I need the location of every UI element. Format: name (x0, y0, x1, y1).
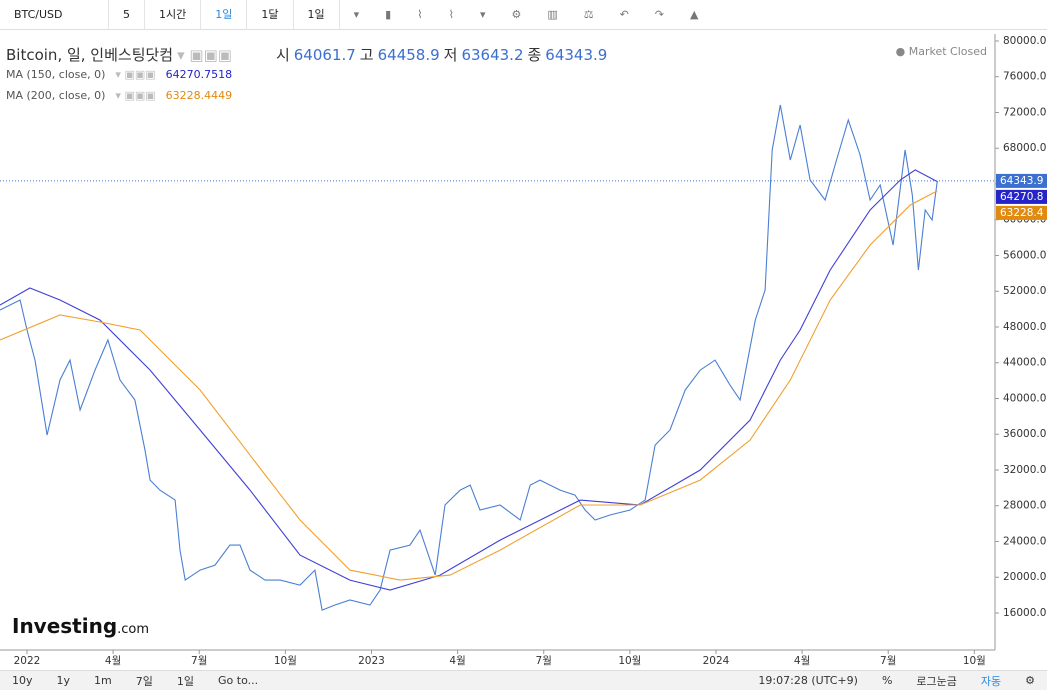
footer: 10y 1y 1m 7일 1일 Go to... 19:07:28 (UTC+9)% 로그눈… (0, 670, 1047, 690)
x-tick-label: 2022 (14, 655, 41, 667)
interval[interactable]: 1일 (201, 0, 248, 30)
last-value-label: 64270.8 (1000, 191, 1043, 203)
interval[interactable]: 5 (109, 0, 145, 30)
y-tick-label: 40000.0 (1003, 392, 1046, 404)
x-tick-label: 4월 (794, 655, 810, 667)
y-tick-label: 24000.0 (1003, 535, 1046, 547)
last-value-label: 63228.4 (1000, 207, 1044, 219)
range[interactable]: 10y (12, 674, 33, 687)
y-tick-label: 80000.0 (1003, 35, 1046, 47)
legend-value: 64458.9 (377, 45, 440, 64)
goto[interactable]: Go to... (218, 674, 259, 687)
legend-label: 종 (527, 46, 542, 64)
series-line (0, 190, 938, 581)
last-value-box (996, 189, 1047, 204)
logo-suffix: .com (117, 622, 150, 637)
legend-label: 시 (275, 46, 290, 64)
auto-scale[interactable]: 자동 (980, 674, 1002, 688)
toolbar: BTC/USD 5 1시간 1일 1달 1일 ▾▮⌇⌇▾⚙▥⚖↶↷▲ (0, 0, 1047, 30)
last-value-label: 64343.9 (1000, 175, 1043, 187)
last-value-box (996, 205, 1047, 220)
logo-text: Investing (12, 614, 118, 638)
last-value-box (996, 173, 1047, 188)
legend-entry: MA (200, close, 0) (6, 89, 106, 102)
y-tick-label: 76000.0 (1003, 71, 1046, 83)
toolbar-icons: ▾▮⌇⌇▾⚙▥⚖↶↷▲ (353, 7, 725, 21)
y-tick-label: 32000.0 (1003, 464, 1046, 476)
settings[interactable]: ⚙ (1025, 674, 1035, 687)
legend-value: 64061.7 (293, 45, 356, 64)
y-tick-label: 56000.0 (1003, 249, 1046, 261)
symbol[interactable]: BTC/USD (0, 0, 109, 30)
time: 19:07:28 (UTC+9) (758, 674, 858, 687)
interval[interactable]: 1달 (247, 0, 294, 30)
legend-entry: MA (150, close, 0) (6, 68, 106, 81)
x-tick-label: 10월 (618, 655, 641, 667)
y-tick-label: 36000.0 (1003, 428, 1046, 440)
y-tick-label: 48000.0 (1003, 321, 1046, 333)
x-tick-label: 4월 (449, 655, 465, 667)
x-tick-label: 7월 (880, 655, 896, 667)
market-status: ● Market Closed (895, 45, 987, 58)
x-tick-label: 4월 (105, 655, 121, 667)
range[interactable]: 7일 (135, 674, 153, 688)
y-tick-label: 60000.0 (1003, 214, 1046, 226)
range[interactable]: 1일 (176, 674, 194, 688)
legend-label: 저 (443, 46, 458, 64)
logo: Investing.com (12, 614, 149, 638)
range[interactable]: 1m (94, 674, 112, 687)
legend-main: Bitcoin, 일, 인베스팅닷컴 ▾ ▣▣▣ 시 64061.7 고 64458… (6, 45, 608, 65)
x-tick-label: 10월 (963, 655, 986, 667)
legend-ma150: MA (150, close, 0) ▾ ▣▣▣ 64270.7518 (6, 68, 233, 81)
series-line (0, 169, 938, 591)
y-tick-label: 28000.0 (1003, 500, 1046, 512)
x-tick-label: 7월 (191, 655, 207, 667)
x-tick-label: 2023 (358, 655, 385, 667)
legend-ma200: MA (200, close, 0) ▾ ▣▣▣ 63228.4449 (6, 89, 233, 102)
interval[interactable]: 1시간 (145, 0, 202, 30)
legend-value: 63228.4449 (165, 89, 233, 102)
legend-value: 64343.9 (545, 45, 608, 64)
y-tick-label: 44000.0 (1003, 357, 1046, 369)
y-tick-label: 72000.0 (1003, 106, 1046, 118)
legend-value: 64270.7518 (165, 68, 233, 81)
status-text: Market Closed (908, 45, 987, 58)
y-tick-label: 16000.0 (1003, 607, 1046, 619)
x-tick-label: 2024 (703, 655, 730, 667)
y-tick-label: 64000.0 (1003, 178, 1046, 190)
percent[interactable]: % (881, 674, 893, 687)
range[interactable]: 1y (56, 674, 71, 687)
y-tick-label: 52000.0 (1003, 285, 1046, 297)
legend-label: 고 (359, 46, 374, 64)
legend-value: 63643.2 (461, 45, 524, 64)
x-tick-label: 10월 (274, 655, 297, 667)
log-scale[interactable]: 로그눈금 (916, 674, 957, 688)
x-tick-label: 7월 (536, 655, 552, 667)
y-tick-label: 68000.0 (1003, 142, 1046, 154)
series-line (0, 104, 938, 611)
y-tick-label: 20000.0 (1003, 571, 1046, 583)
legend-title: Bitcoin, 일, 인베스팅닷컴 (6, 46, 174, 64)
interval[interactable]: 1일 (294, 0, 340, 30)
